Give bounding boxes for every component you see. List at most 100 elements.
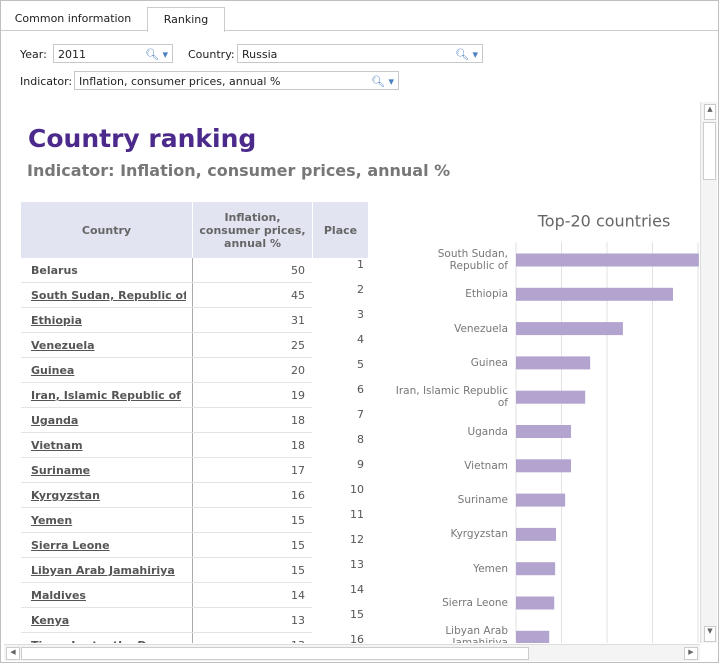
country-cell[interactable]: Kyrgyzstan xyxy=(31,489,100,502)
value-cell: 17 xyxy=(291,464,305,477)
tab-active[interactable]: Ranking xyxy=(147,7,225,32)
value-cell: 13 xyxy=(192,633,305,643)
category-label: Ethiopia xyxy=(390,282,508,306)
tab[interactable]: Common information xyxy=(5,7,141,30)
combo-icons[interactable]: 🔍︎ ▾ xyxy=(455,48,478,61)
combo-icons[interactable]: 🔍︎ ▾ xyxy=(371,75,394,88)
bar xyxy=(516,253,699,267)
combo-icons[interactable]: 🔍︎ ▾ xyxy=(145,48,168,61)
place-cell: 8 xyxy=(357,433,364,446)
column-header: Country xyxy=(21,202,192,258)
category-label: Guinea xyxy=(390,351,508,375)
country-cell[interactable]: Iran, Islamic Republic of xyxy=(31,389,181,402)
country-cell[interactable]: Sierra Leone xyxy=(31,539,110,552)
column-header: Place xyxy=(312,202,368,258)
category-label: Sierra Leone xyxy=(390,591,508,615)
category-label: South Sudan, Republic of xyxy=(390,248,508,272)
value-cell: 13 xyxy=(291,614,305,627)
value-cell: 14 xyxy=(291,589,305,602)
scroll-right[interactable]: ▶ xyxy=(684,647,698,660)
category-text: Ethiopia xyxy=(465,288,508,301)
row-line xyxy=(21,407,312,408)
category-text: Iran, Islamic Republic of xyxy=(395,385,508,410)
row-line xyxy=(21,557,312,558)
chart: Top-20 countries xyxy=(515,212,699,643)
country-cell[interactable]: Libyan Arab Jamahiriya xyxy=(31,564,175,577)
row-line xyxy=(21,482,312,483)
value-cell: 18 xyxy=(291,414,305,427)
country-cell[interactable]: Timor-Leste, the Democrat xyxy=(31,633,186,643)
country-label: Country: xyxy=(188,48,235,61)
report-panel: Country ranking Indicator: Inflation, co… xyxy=(4,102,699,643)
value-cell: 20 xyxy=(291,364,305,377)
category-text: Yemen xyxy=(473,562,508,575)
bar xyxy=(516,425,572,438)
category-label: Iran, Islamic Republic of xyxy=(390,385,508,409)
country-cell[interactable]: Suriname xyxy=(31,464,91,477)
country-cell[interactable]: Maldives xyxy=(31,589,86,602)
category-text: Uganda xyxy=(467,425,508,438)
value-cell: 18 xyxy=(291,439,305,452)
category-text: Suriname xyxy=(457,494,508,507)
place-cell: 12 xyxy=(350,533,364,546)
place-cell: 6 xyxy=(357,383,364,396)
place-cell: 2 xyxy=(357,283,364,296)
tab-strip-line xyxy=(1,30,718,31)
vertical-scrollbar[interactable]: ▲ ▼ xyxy=(700,102,717,643)
country-field[interactable]: Russia 🔍︎ ▾ xyxy=(237,44,483,63)
place-cell: 16 xyxy=(350,633,364,643)
row-line xyxy=(21,332,312,333)
place-cell: 13 xyxy=(350,558,364,571)
bar xyxy=(516,562,556,576)
category-label: Suriname xyxy=(390,488,508,512)
place-cell: 9 xyxy=(357,458,364,471)
category-label: Libyan Arab Jamahiriya xyxy=(390,625,508,643)
row-line xyxy=(21,432,312,433)
indicator-field[interactable]: Inflation, consumer prices, annual % 🔍︎ ▾ xyxy=(74,71,399,90)
scroll-thumb[interactable] xyxy=(703,122,716,180)
category-label: Uganda xyxy=(390,420,508,444)
value-cell: 25 xyxy=(291,339,305,352)
country-cell[interactable]: Venezuela xyxy=(31,339,95,352)
scroll-down[interactable]: ▼ xyxy=(704,626,716,642)
chart-title: Top-20 countries xyxy=(537,212,671,231)
scroll-left[interactable]: ◀ xyxy=(6,647,20,660)
country-cell[interactable]: Guinea xyxy=(31,364,75,377)
country-cell[interactable]: Uganda xyxy=(31,414,79,427)
row-line xyxy=(21,307,312,308)
column-header: Inflation, consumer prices, annual % xyxy=(192,202,312,258)
year-field[interactable]: 2011 🔍︎ ▾ xyxy=(53,44,173,63)
country-cell[interactable]: Kenya xyxy=(31,614,70,627)
value-cell: 15 xyxy=(291,514,305,527)
country-cell[interactable]: South Sudan, Republic of xyxy=(31,289,186,302)
category-text: Vietnam xyxy=(464,459,508,472)
row-line xyxy=(21,607,312,608)
bar xyxy=(516,493,566,507)
value-cell: 15 xyxy=(291,539,305,552)
value-cell: 19 xyxy=(291,389,305,402)
row-line xyxy=(21,532,312,533)
value-cell: 16 xyxy=(291,489,305,502)
category-text: Libyan Arab Jamahiriya xyxy=(445,625,508,643)
category-label: Vietnam xyxy=(390,454,508,478)
category-label: Kyrgyzstan xyxy=(390,522,508,546)
value-cell: 31 xyxy=(291,314,305,327)
scroll-thumb[interactable] xyxy=(21,647,529,660)
country-cell[interactable]: Yemen xyxy=(31,514,73,527)
value-cell: 45 xyxy=(291,289,305,302)
bar xyxy=(516,322,623,336)
value-cell: 15 xyxy=(291,564,305,577)
row-line xyxy=(21,582,312,583)
bar xyxy=(516,596,555,610)
horizontal-scrollbar[interactable]: ◀ ▶ xyxy=(4,644,700,661)
row-line xyxy=(21,357,312,358)
country-cell[interactable]: Ethiopia xyxy=(31,314,82,327)
country-cell[interactable]: Vietnam xyxy=(31,439,83,452)
bar xyxy=(516,356,591,370)
bar xyxy=(516,630,550,643)
place-cell: 1 xyxy=(357,258,364,271)
bar xyxy=(516,459,572,473)
scroll-up[interactable]: ▲ xyxy=(704,104,716,120)
category-text: Sierra Leone xyxy=(442,597,508,609)
category-text: Guinea xyxy=(470,356,508,369)
